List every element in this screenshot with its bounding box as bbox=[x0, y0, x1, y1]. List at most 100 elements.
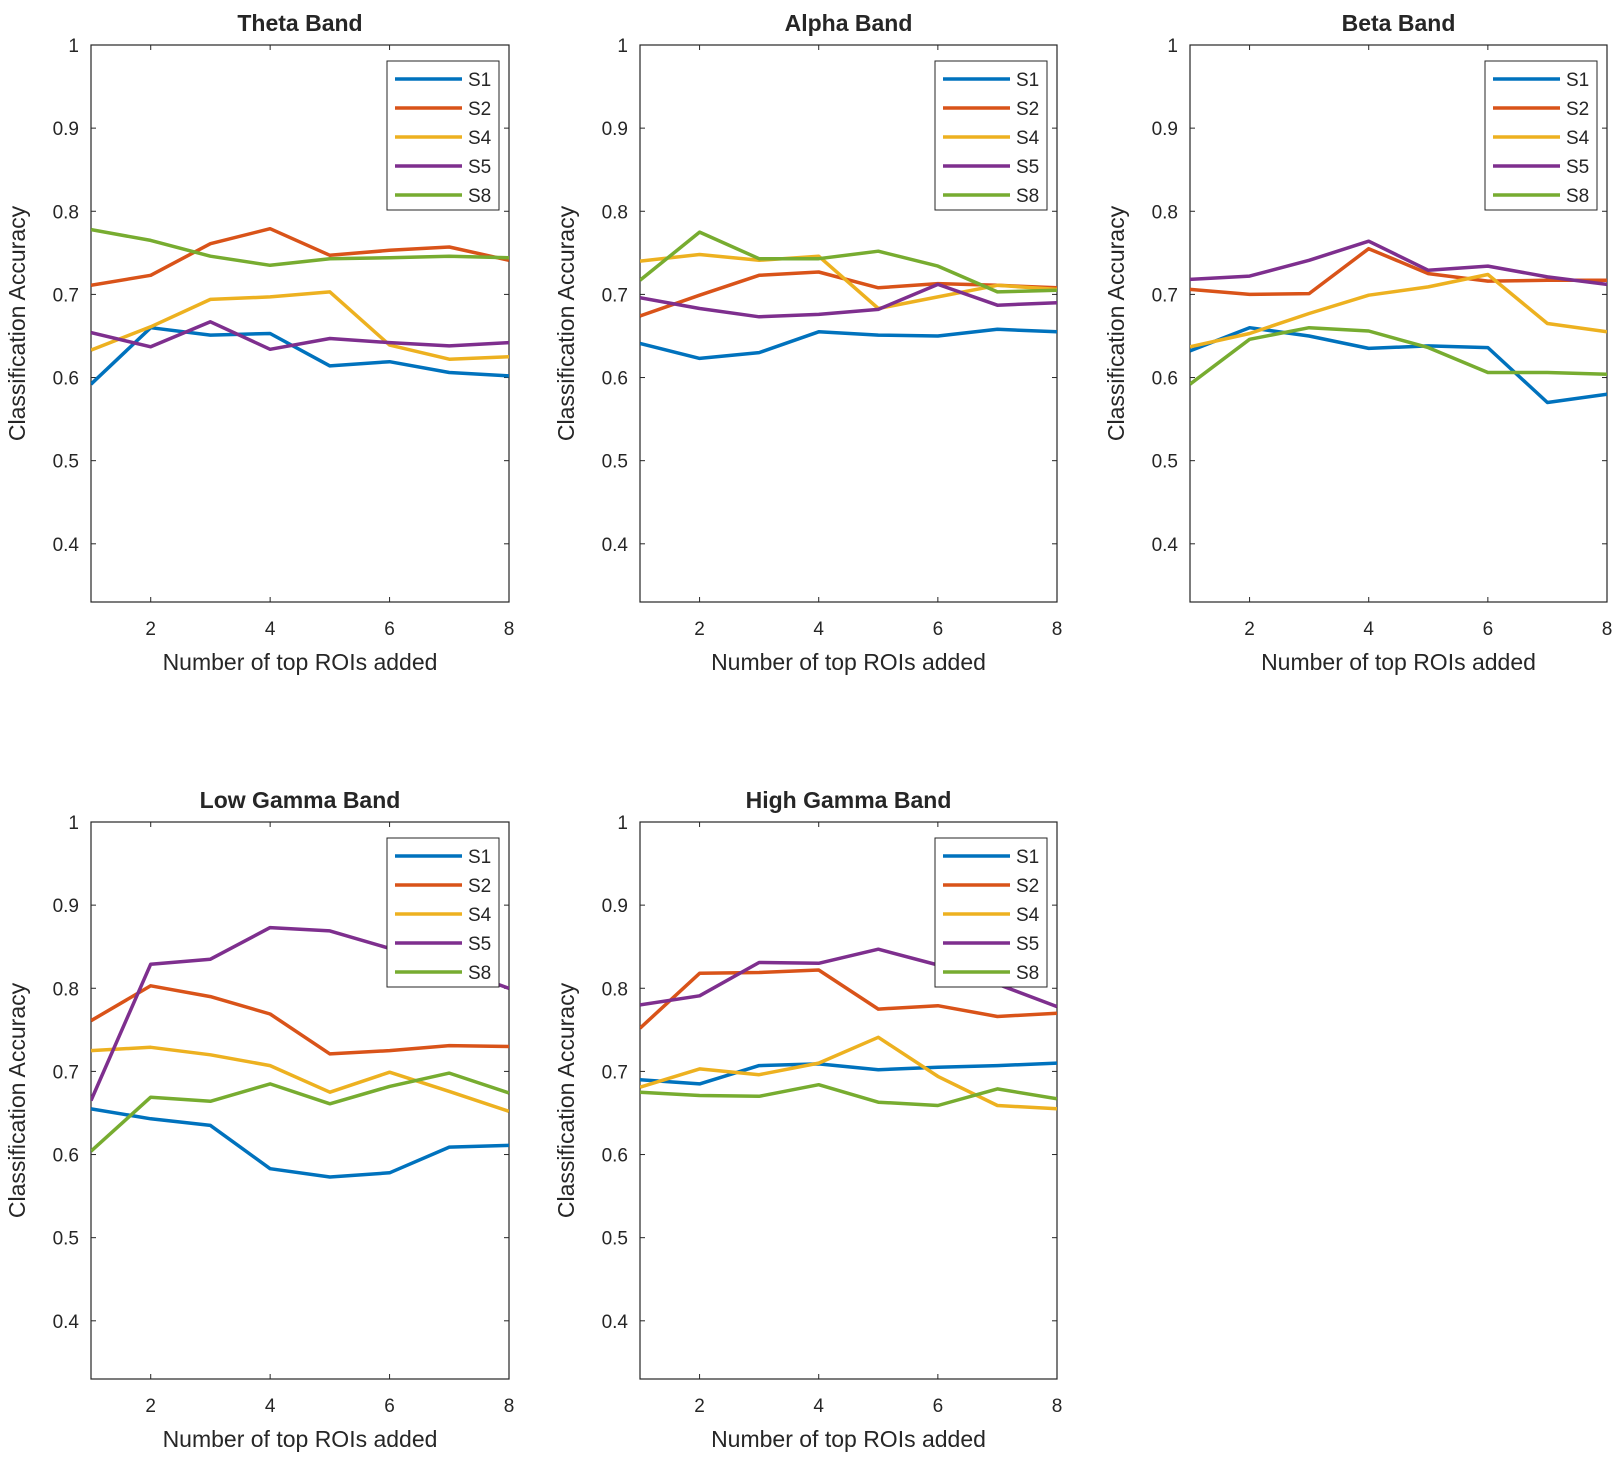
series-line-s2 bbox=[640, 968, 1057, 1030]
x-tick-label: 6 bbox=[384, 619, 395, 640]
x-tick-label: 6 bbox=[384, 1396, 395, 1417]
y-tick-label: 0.7 bbox=[602, 1062, 628, 1083]
series-line-s1 bbox=[640, 1061, 1057, 1086]
x-tick-label: 4 bbox=[265, 619, 276, 640]
y-axis-label: Classification Accuracy bbox=[4, 205, 30, 441]
x-tick-label: 8 bbox=[504, 1396, 515, 1417]
legend-label-s5: S5 bbox=[468, 157, 491, 178]
x-tick-label: 2 bbox=[694, 619, 705, 640]
y-tick-label: 0.5 bbox=[602, 1229, 628, 1250]
y-tick-label: 0.5 bbox=[602, 452, 628, 473]
legend-label-s4: S4 bbox=[1016, 128, 1040, 149]
series-line-s8 bbox=[640, 230, 1057, 294]
y-tick-label: 0.6 bbox=[602, 1146, 628, 1167]
legend-label-s8: S8 bbox=[1566, 186, 1589, 207]
legend-label-s1: S1 bbox=[1566, 70, 1589, 91]
legend-label-s4: S4 bbox=[1016, 905, 1040, 926]
legend-label-s5: S5 bbox=[1016, 157, 1039, 178]
legend-label-s4: S4 bbox=[468, 128, 492, 149]
series-line-s8 bbox=[91, 1071, 509, 1153]
y-tick-label: 0.7 bbox=[53, 285, 79, 306]
x-tick-label: 6 bbox=[933, 619, 944, 640]
chart-title: Beta Band bbox=[1342, 10, 1456, 36]
y-tick-label: 0.4 bbox=[53, 535, 80, 556]
y-tick-label: 0.8 bbox=[602, 979, 628, 1000]
legend: S1 S2 S4 S5 S8 bbox=[386, 60, 500, 211]
legend-label-s2: S2 bbox=[468, 99, 491, 120]
x-axis-label: Number of top ROIs added bbox=[163, 649, 438, 675]
chart-title: Alpha Band bbox=[785, 10, 913, 36]
series-line-s1 bbox=[91, 325, 509, 386]
chart-panel-3: Beta Band 0.4 0.5 0.6 0.7 0.8 0.9 1 2 4 6 8 Number o… bbox=[1103, 10, 1612, 675]
x-tick-label: 6 bbox=[1483, 619, 1494, 640]
series-line-s8 bbox=[91, 227, 509, 268]
series-line-s4 bbox=[640, 252, 1057, 311]
legend-label-s8: S8 bbox=[1016, 963, 1039, 984]
x-tick-label: 4 bbox=[265, 1396, 276, 1417]
legend-label-s8: S8 bbox=[1016, 186, 1039, 207]
x-tick-label: 2 bbox=[1244, 619, 1255, 640]
x-tick-label: 2 bbox=[145, 619, 156, 640]
y-tick-label: 0.6 bbox=[1152, 369, 1178, 390]
y-axis-label: Classification Accuracy bbox=[553, 982, 579, 1218]
axes-frame bbox=[1189, 44, 1608, 603]
series-line-s4 bbox=[91, 290, 509, 361]
y-tick-label: 1 bbox=[68, 36, 79, 57]
series-line-s4 bbox=[640, 1035, 1057, 1111]
y-tick-label: 0.8 bbox=[1152, 202, 1178, 223]
y-axis-label: Classification Accuracy bbox=[4, 982, 30, 1218]
y-tick-label: 0.9 bbox=[602, 119, 628, 140]
chart-panel-5: High Gamma Band 0.4 0.5 0.6 0.7 0.8 0.9 1 2 4 6 8 Nu… bbox=[553, 787, 1062, 1452]
series-line-s2 bbox=[91, 226, 509, 288]
y-tick-label: 0.9 bbox=[53, 119, 79, 140]
legend: S1 S2 S4 S5 S8 bbox=[386, 837, 500, 988]
legend-label-s5: S5 bbox=[468, 934, 491, 955]
y-tick-label: 0.8 bbox=[53, 202, 79, 223]
chart-panel-4: Low Gamma Band 0.4 0.5 0.6 0.7 0.8 0.9 1 2 4 6 8 Num… bbox=[4, 787, 514, 1452]
series-line-s4 bbox=[1190, 272, 1607, 349]
legend-label-s5: S5 bbox=[1016, 934, 1039, 955]
x-tick-label: 4 bbox=[813, 1396, 824, 1417]
chart-title: Low Gamma Band bbox=[200, 787, 401, 813]
y-tick-label: 0.9 bbox=[602, 896, 628, 917]
x-tick-label: 8 bbox=[504, 619, 515, 640]
axes-frame bbox=[639, 821, 1058, 1380]
legend-label-s1: S1 bbox=[1016, 847, 1039, 868]
series-line-s2 bbox=[640, 270, 1057, 318]
legend-label-s4: S4 bbox=[468, 905, 492, 926]
legend-label-s2: S2 bbox=[468, 876, 491, 897]
x-axis-label: Number of top ROIs added bbox=[163, 1426, 438, 1452]
chart-title: High Gamma Band bbox=[746, 787, 952, 813]
y-tick-label: 0.6 bbox=[602, 369, 628, 390]
x-tick-label: 4 bbox=[1363, 619, 1374, 640]
x-axis-label: Number of top ROIs added bbox=[711, 649, 986, 675]
x-tick-label: 8 bbox=[1052, 1396, 1063, 1417]
series-line-s1 bbox=[91, 1107, 509, 1179]
series-line-s8 bbox=[1190, 325, 1607, 386]
y-axis-label: Classification Accuracy bbox=[1103, 205, 1129, 441]
legend-label-s2: S2 bbox=[1016, 99, 1039, 120]
legend-label-s5: S5 bbox=[1566, 157, 1589, 178]
y-axis-label: Classification Accuracy bbox=[553, 205, 579, 441]
x-tick-label: 2 bbox=[145, 1396, 156, 1417]
y-tick-label: 0.9 bbox=[53, 896, 79, 917]
legend-label-s2: S2 bbox=[1566, 99, 1589, 120]
y-tick-label: 0.7 bbox=[1152, 285, 1178, 306]
series-line-s2 bbox=[1190, 246, 1607, 297]
y-tick-label: 0.4 bbox=[53, 1312, 80, 1333]
x-axis-label: Number of top ROIs added bbox=[711, 1426, 986, 1452]
y-tick-label: 0.5 bbox=[1152, 452, 1178, 473]
y-tick-label: 1 bbox=[617, 813, 628, 834]
y-tick-label: 0.4 bbox=[1152, 535, 1179, 556]
y-tick-label: 0.4 bbox=[602, 535, 629, 556]
y-tick-label: 0.8 bbox=[53, 979, 79, 1000]
series-line-s5 bbox=[91, 320, 509, 352]
y-tick-label: 0.7 bbox=[53, 1062, 79, 1083]
legend-label-s8: S8 bbox=[468, 186, 491, 207]
legend-label-s1: S1 bbox=[468, 70, 491, 91]
legend-label-s1: S1 bbox=[1016, 70, 1039, 91]
x-tick-label: 8 bbox=[1602, 619, 1613, 640]
y-tick-label: 0.5 bbox=[53, 1229, 79, 1250]
axes-frame bbox=[90, 44, 510, 603]
